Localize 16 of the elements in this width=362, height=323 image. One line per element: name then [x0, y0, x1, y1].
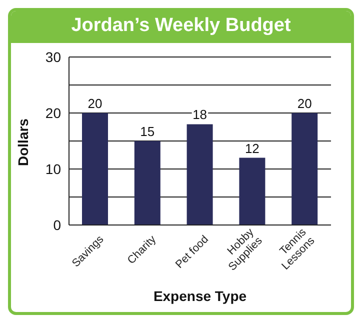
- bar: [239, 158, 266, 225]
- data-label: 20: [88, 96, 102, 111]
- data-label: 20: [297, 96, 312, 111]
- data-label: 12: [244, 140, 260, 156]
- x-axis-title: Expense Type: [153, 288, 247, 304]
- bar: [82, 113, 108, 225]
- y-axis-title: Dollars: [14, 118, 31, 166]
- y-tick-label: 20: [45, 104, 62, 121]
- y-tick-label: 30: [45, 48, 62, 65]
- bar: [134, 141, 160, 225]
- y-tick-label: 10: [45, 160, 62, 177]
- chart-title: Jordan’s Weekly Budget: [11, 11, 351, 43]
- bar: [292, 113, 318, 225]
- bar: [186, 124, 213, 225]
- data-label: 15: [140, 124, 155, 139]
- y-tick-label: 0: [53, 216, 62, 233]
